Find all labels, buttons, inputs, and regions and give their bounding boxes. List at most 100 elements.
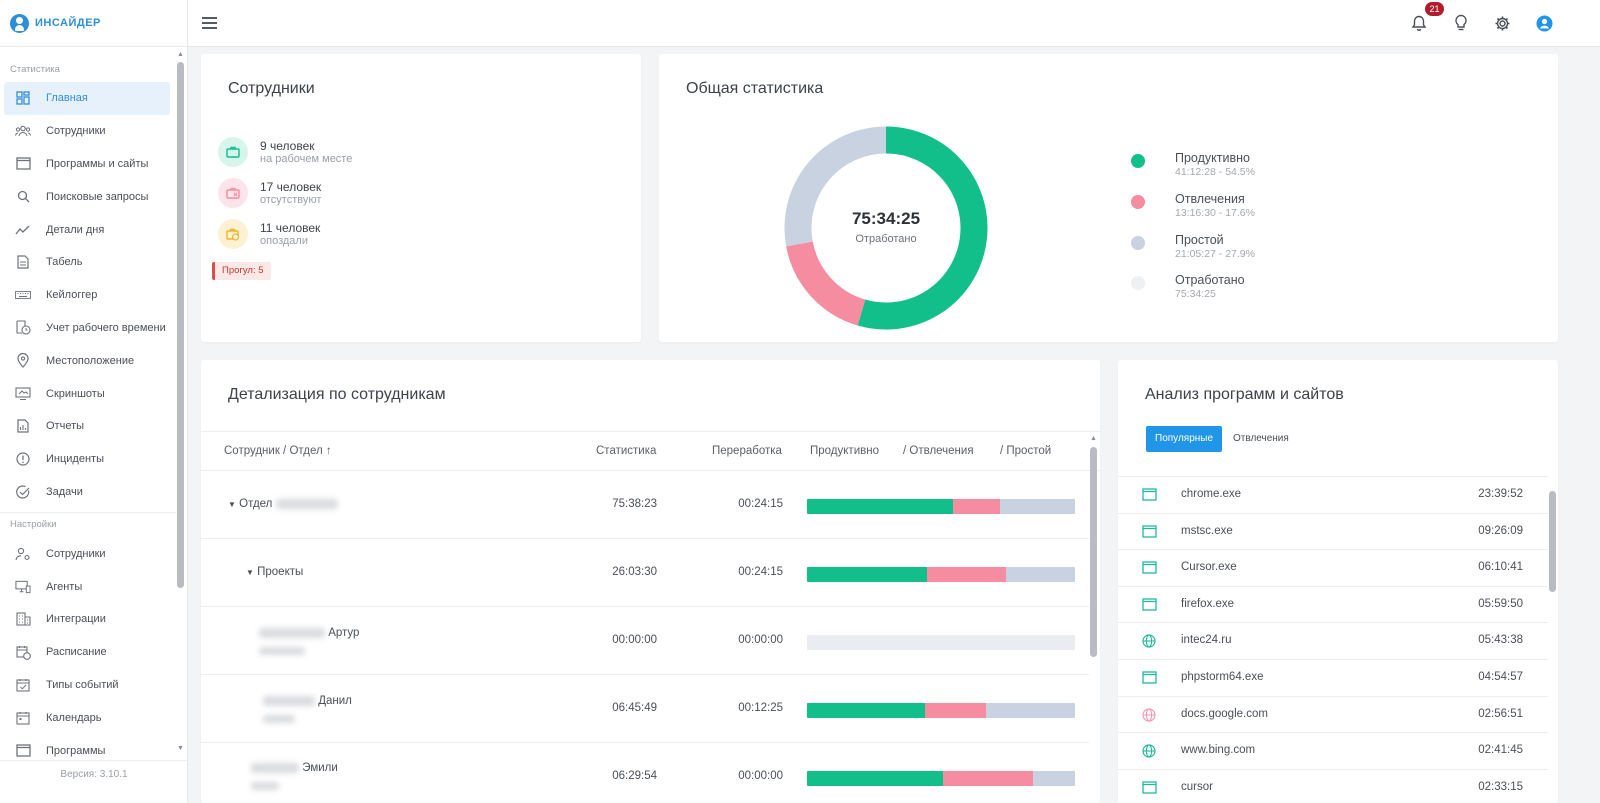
- menu-toggle-icon[interactable]: [202, 17, 217, 29]
- sidebar-item-label: Программы и сайты: [46, 157, 149, 170]
- sidebar-stats-item-9[interactable]: Скриншоты: [4, 377, 170, 410]
- activity-bar: [807, 703, 1075, 718]
- profile-icon[interactable]: [1534, 13, 1554, 33]
- present-count: 9 человек: [260, 138, 315, 153]
- group-name: Проекты: [257, 566, 304, 578]
- donut-slice-0[interactable]: [857, 126, 988, 330]
- stats-cell: 06:29:54: [612, 770, 657, 782]
- sidebar-stats-item-6[interactable]: Кейлоггер: [4, 279, 170, 312]
- gear-icon[interactable]: [1492, 13, 1512, 33]
- app-row[interactable]: intec24.ru 05:43:38: [1118, 623, 1548, 660]
- sidebar-settings-item-0[interactable]: Сотрудники: [4, 537, 170, 570]
- table-row[interactable]: ▼ Отдел 75:38:23 00:24:15: [201, 471, 1089, 539]
- scroll-up-icon[interactable]: ▲: [177, 51, 184, 58]
- col-stats[interactable]: Статистика: [596, 445, 657, 457]
- lightbulb-icon[interactable]: [1451, 13, 1471, 33]
- redacted-text: [259, 627, 325, 638]
- sidebar-settings-item-6[interactable]: Программы: [4, 734, 170, 759]
- app-time: 02:41:45: [1478, 744, 1523, 757]
- col-employee[interactable]: Сотрудник / Отдел ↑: [224, 445, 332, 457]
- sidebar-stats-item-1[interactable]: Сотрудники: [4, 115, 170, 148]
- employees-late-row[interactable]: 11 человек опоздали: [218, 219, 320, 249]
- expand-caret-icon[interactable]: ▼: [246, 568, 254, 577]
- activity-bar: [807, 567, 1075, 582]
- table-row[interactable]: Артур 00:00:00 00:00:00: [201, 607, 1089, 675]
- overtime-cell: 00:24:15: [738, 566, 783, 578]
- app-row[interactable]: www.bing.com 02:41:45: [1118, 733, 1548, 770]
- sidebar-stats-item-2[interactable]: Программы и сайты: [4, 148, 170, 181]
- user-gear-icon: [15, 546, 31, 562]
- sidebar-settings-item-5[interactable]: Календарь: [4, 701, 170, 734]
- app-time: 05:43:38: [1478, 634, 1523, 647]
- sidebar-item-label: Отчеты: [46, 420, 85, 433]
- expand-caret-icon[interactable]: ▼: [228, 500, 236, 509]
- logo-icon: [10, 13, 29, 33]
- window-icon: [1142, 781, 1157, 795]
- app-name: phpstorm64.exe: [1181, 671, 1264, 683]
- col-productive[interactable]: Продуктивно: [810, 445, 879, 457]
- monitor-icon: [15, 579, 31, 595]
- app-time: 04:54:57: [1478, 671, 1523, 683]
- sidebar-item-label: Календарь: [46, 711, 102, 724]
- legend-item-1[interactable]: Отвлечения 13:16:30 - 17.6%: [1131, 191, 1255, 220]
- bar-productive: [807, 499, 954, 514]
- stats-cell: 75:38:23: [612, 498, 657, 510]
- row-name-cell: Артур: [259, 627, 359, 657]
- sidebar-settings-item-2[interactable]: Интеграции: [4, 603, 170, 636]
- sidebar-stats-item-10[interactable]: Отчеты: [4, 410, 170, 443]
- table-header: Сотрудник / Отдел ↑ Статистика Переработ…: [201, 431, 1100, 471]
- legend-item-0[interactable]: Продуктивно 41:12:28 - 54.5%: [1131, 150, 1255, 179]
- table-row[interactable]: Эмили 06:29:54 00:00:00: [201, 743, 1089, 803]
- sidebar-settings-item-4[interactable]: Типы событий: [4, 669, 170, 702]
- redacted-text: [263, 714, 295, 723]
- redacted-text: [259, 646, 305, 655]
- sidebar-stats-item-5[interactable]: Табель: [4, 246, 170, 279]
- sidebar-settings-item-1[interactable]: Агенты: [4, 570, 170, 603]
- employees-present-row[interactable]: 9 человек на рабочем месте: [218, 137, 352, 167]
- logo[interactable]: ИНСАЙДЕР: [0, 0, 187, 47]
- overtime-cell: 00:12:25: [738, 702, 783, 714]
- legend-item-3[interactable]: Отработано 75:34:25: [1131, 272, 1245, 301]
- table-scroll-up-icon[interactable]: ▲: [1090, 435, 1097, 442]
- sidebar-stats-item-3[interactable]: Поисковые запросы: [4, 180, 170, 213]
- app-row[interactable]: chrome.exe 23:39:52: [1118, 477, 1548, 514]
- donut-slice-1[interactable]: [786, 241, 866, 326]
- truant-badge[interactable]: Прогул: 5: [212, 262, 271, 280]
- bell-icon[interactable]: [1409, 13, 1429, 33]
- legend-item-2[interactable]: Простой 21:05:27 - 27.9%: [1131, 232, 1255, 261]
- legend-value: 21:05:27 - 27.9%: [1175, 248, 1255, 260]
- employees-absent-row[interactable]: 17 человек отсутствуют: [218, 178, 321, 208]
- sidebar-stats-item-8[interactable]: Местоположение: [4, 344, 170, 377]
- building-icon: [15, 611, 31, 627]
- stats-cell: 06:45:49: [612, 702, 657, 714]
- apps-scrollbar[interactable]: [1549, 491, 1556, 592]
- sidebar-stats-item-12[interactable]: Задачи: [4, 476, 170, 509]
- col-distraction[interactable]: / Отвлечения: [903, 445, 974, 457]
- sidebar-settings-item-3[interactable]: Расписание: [4, 636, 170, 669]
- col-overtime[interactable]: Переработка: [712, 445, 782, 457]
- tab-popular[interactable]: Популярные: [1146, 426, 1223, 452]
- table-row[interactable]: ▼ Проекты 26:03:30 00:24:15: [201, 539, 1089, 607]
- scroll-down-icon[interactable]: ▼: [177, 745, 184, 752]
- table-scrollbar[interactable]: [1090, 447, 1097, 657]
- donut-slice-2[interactable]: [784, 126, 887, 247]
- sidebar-stats-item-0[interactable]: Главная: [4, 82, 170, 115]
- sidebar-stats-item-4[interactable]: Детали дня: [4, 213, 170, 246]
- col-idle[interactable]: / Простой: [1000, 445, 1052, 457]
- app-row[interactable]: cursor 02:33:15: [1118, 770, 1548, 803]
- stats-cell: 26:03:30: [612, 566, 657, 578]
- app-row[interactable]: docs.google.com 02:56:51: [1118, 697, 1548, 734]
- app-row[interactable]: phpstorm64.exe 04:54:57: [1118, 660, 1548, 697]
- app-row[interactable]: Cursor.exe 06:10:41: [1118, 550, 1548, 587]
- table-row[interactable]: Данил 06:45:49 00:12:25: [201, 675, 1089, 743]
- sidebar-stats-item-7[interactable]: Учет рабочего времени: [4, 312, 170, 345]
- sidebar-scrollbar[interactable]: [177, 62, 184, 588]
- window-icon: [15, 743, 31, 759]
- sidebar-item-label: Табель: [46, 256, 83, 269]
- app-row[interactable]: mstsc.exe 09:26:09: [1118, 514, 1548, 551]
- tab-distraction[interactable]: Отвлечения: [1233, 433, 1289, 444]
- document-icon: [15, 254, 31, 270]
- app-row[interactable]: firefox.exe 05:59:50: [1118, 587, 1548, 624]
- sidebar-stats-item-11[interactable]: Инциденты: [4, 443, 170, 476]
- top-header: 21: [188, 0, 1600, 47]
